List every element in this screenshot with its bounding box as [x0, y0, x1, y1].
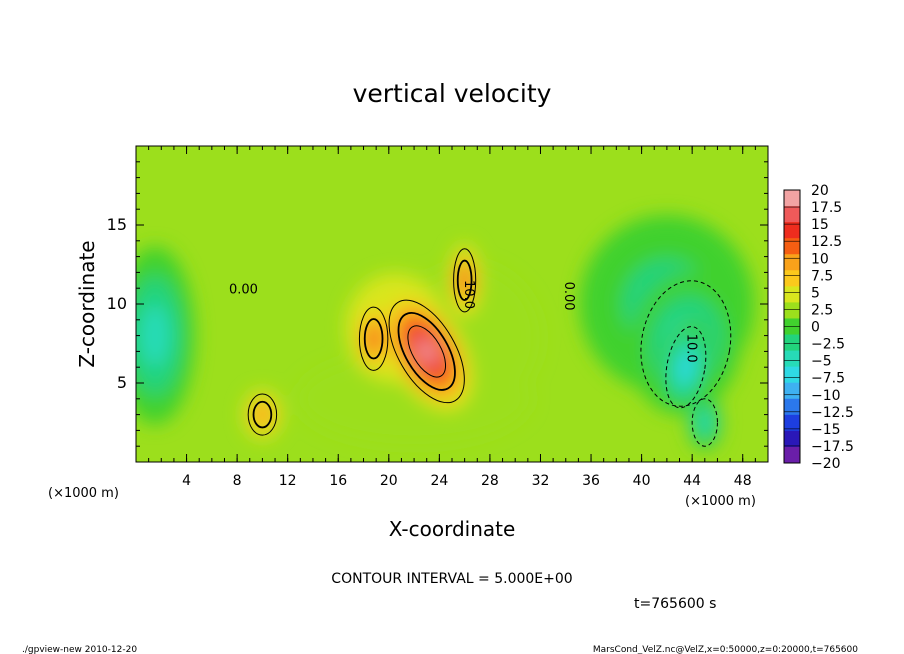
y-axis-ticks: 5 10 15 [107, 161, 768, 447]
time-text: t=765600 s [634, 596, 716, 612]
colorbar-label-8: 0 [811, 320, 820, 336]
contour-label-1: 0.00 [561, 282, 576, 311]
x-tick-label-1: 8 [233, 473, 242, 489]
colorbar-label-5: 7.5 [811, 268, 833, 284]
colorbar-label-12: −10 [811, 388, 841, 404]
contour-line-7-0 [640, 280, 732, 407]
colorbar-label-9: −2.5 [811, 337, 845, 353]
x-tick-label-7: 32 [532, 473, 550, 489]
contour-interval-text: CONTOUR INTERVAL = 5.000E+00 [331, 571, 572, 587]
y-tick-label-2: 15 [107, 215, 127, 234]
contour-line-0-0 [388, 299, 465, 404]
colorbar-label-3: 12.5 [811, 234, 842, 250]
colorbar-cell-12 [784, 382, 800, 400]
field-feature-10 [140, 304, 170, 367]
contour-line-9-0 [691, 398, 718, 447]
x-tick-label-5: 24 [430, 473, 448, 489]
x-tick-label-8: 36 [582, 473, 600, 489]
plot-area: 0.00 0.00 10.0 10.0 [136, 146, 768, 462]
colorbar-cell-9 [784, 334, 800, 352]
colorbar-label-7: 2.5 [811, 302, 833, 318]
contour-line-8-0 [665, 326, 707, 409]
colorbar-label-14: −15 [811, 422, 841, 438]
colorbar-cell-14 [784, 414, 800, 432]
colorbar-cell-0 [784, 190, 800, 207]
field-feature-0 [418, 341, 435, 362]
colorbar-cell-11 [784, 366, 800, 384]
colorbar-cell-4 [784, 254, 800, 271]
colorbar-label-11: −7.5 [811, 371, 845, 387]
colorbar-label-6: 5 [811, 285, 820, 301]
colorbar-cell-2 [784, 222, 800, 239]
colorbar-cell-5 [784, 270, 800, 287]
x-tick-label-10: 44 [683, 473, 701, 489]
contour-line-0-1 [397, 312, 456, 391]
colorbar-label-1: 17.5 [811, 200, 842, 216]
colorbar-cell-13 [784, 398, 800, 416]
field-feature-8 [677, 354, 694, 381]
colorbar-label-16: −20 [811, 456, 841, 472]
colorbar-label-10: −5 [811, 354, 832, 370]
colorbar-label-13: −12.5 [811, 405, 854, 421]
contour-line-1-1 [456, 259, 473, 301]
colorbar-label-15: −17.5 [811, 439, 854, 455]
colorbar-label-0: 20 [811, 183, 829, 199]
contour-labels: 0.00 0.00 10.0 10.0 [229, 280, 698, 363]
x-axis-ticks: 4 8 12 16 20 24 28 32 36 40 44 48 [148, 146, 756, 489]
chart-title: vertical velocity [353, 79, 552, 108]
colorbar-cell-10 [784, 350, 800, 368]
contour-lines [247, 248, 732, 447]
footer-right: MarsCond_VelZ.nc@VelZ,x=0:50000,z=0:2000… [593, 645, 858, 654]
contour-line-2-1 [363, 318, 384, 360]
field-feature-9 [697, 411, 712, 434]
x-unit-right: (×1000 m) [685, 494, 756, 509]
contour-line-0-2 [407, 325, 447, 378]
y-axis-label: Z-coordinate [75, 240, 99, 367]
x-tick-label-2: 12 [279, 473, 297, 489]
y-tick-label-0: 5 [117, 373, 127, 392]
x-tick-label-0: 4 [182, 473, 191, 489]
colorbar-label-2: 15 [811, 217, 829, 233]
contour-label-2: 10.0 [461, 280, 476, 309]
y-tick-label-1: 10 [107, 294, 127, 313]
x-tick-label-3: 16 [329, 473, 347, 489]
colorbar-cell-15 [784, 430, 800, 448]
footer-left: ./gpview-new 2010-12-20 [22, 645, 137, 654]
colorbar-cell-3 [784, 238, 800, 255]
x-tick-label-6: 28 [481, 473, 499, 489]
x-tick-label-4: 20 [380, 473, 398, 489]
colorbar-cell-7 [784, 302, 800, 319]
contour-line-3-1 [252, 400, 273, 429]
field-feature-3 [254, 405, 271, 425]
contour-line-3-0 [247, 393, 278, 436]
colorbar-label-4: 10 [811, 251, 829, 267]
contour-line-2-0 [358, 306, 389, 371]
contour-label-3: 10.0 [683, 334, 698, 363]
colorbar-cell-1 [784, 206, 800, 223]
x-axis-label: X-coordinate [389, 517, 516, 541]
x-tick-label-11: 48 [734, 473, 752, 489]
contour-label-0: 0.00 [229, 282, 258, 297]
field-feature-1 [459, 269, 470, 291]
contour-line-1-0 [453, 248, 477, 313]
colorbar-cell-16 [784, 446, 800, 464]
x-unit-left: (×1000 m) [48, 486, 119, 501]
x-tick-label-9: 40 [633, 473, 651, 489]
field-feature-2 [367, 328, 380, 350]
colorbar-cell-6 [784, 286, 800, 303]
